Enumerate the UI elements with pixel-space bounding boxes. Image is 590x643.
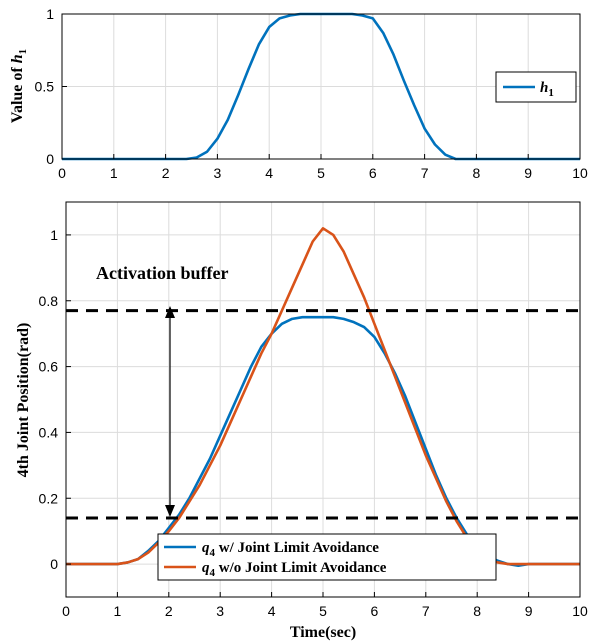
c1-ytick-label: 0.4 (39, 424, 59, 440)
c1-xtick-label: 1 (114, 603, 122, 619)
buffer-arrow (165, 306, 175, 517)
c0-xtick-label: 10 (572, 165, 588, 181)
c1-xtick-label: 2 (165, 603, 173, 619)
activation-buffer-lines (66, 309, 580, 520)
c0-ytick-label: 0 (46, 151, 54, 167)
top-ticks: 0 1 2 3 4 5 6 7 8 9 10 0 0.5 1 (35, 6, 588, 181)
c0-xtick-label: 5 (317, 165, 325, 181)
c1-ytick-label: 0.8 (39, 293, 59, 309)
c0-xtick-label: 9 (524, 165, 532, 181)
c1-xtick-label: 7 (422, 603, 430, 619)
c0-xtick-label: 3 (214, 165, 222, 181)
joint-position-chart: 0 1 2 3 4 5 6 7 8 9 10 0 0.2 0.4 0.6 0.8 1 Activation bu… (15, 201, 588, 641)
c1-xtick-label: 4 (268, 603, 276, 619)
c0-xtick-label: 2 (162, 165, 170, 181)
top-legend-label: h1 (540, 80, 554, 99)
c0-ytick-label: 0.5 (35, 79, 55, 95)
bottom-legend-label-2: q4 w/o Joint Limit Avoidance (202, 560, 387, 579)
bottom-legend: q4 w/ Joint Limit Avoidance q4 w/o Joint… (157, 533, 497, 581)
bottom-x-axis-label: Time(sec) (290, 624, 356, 641)
c1-xtick-label: 5 (319, 603, 327, 619)
bottom-legend-label-1: q4 w/ Joint Limit Avoidance (202, 540, 379, 559)
c1-xtick-label: 8 (473, 603, 481, 619)
top-legend: h1 (495, 71, 577, 103)
c0-xtick-label: 7 (421, 165, 429, 181)
c1-ytick-label: 0.6 (39, 359, 59, 375)
c1-xtick-label: 3 (216, 603, 224, 619)
bottom-ticks: 0 1 2 3 4 5 6 7 8 9 10 0 0.2 0.4 0.6 0.8 1 (39, 227, 588, 619)
c0-xtick-label: 0 (58, 165, 66, 181)
c1-ytick-label: 0.2 (39, 490, 59, 506)
c0-ytick-label: 1 (46, 6, 54, 22)
c1-xtick-label: 6 (371, 603, 379, 619)
c1-ytick-label: 1 (50, 227, 58, 243)
bottom-legend-box (157, 533, 497, 581)
bottom-y-axis-label: 4th Joint Position(rad) (15, 323, 32, 478)
c0-xtick-label: 1 (110, 165, 118, 181)
h1-chart: 0 1 2 3 4 5 6 7 8 9 10 0 0.5 1 Value of h1 h1 (9, 6, 588, 181)
c0-xtick-label: 4 (265, 165, 273, 181)
top-y-axis-label: Value of h1 (9, 49, 29, 123)
activation-buffer-label: Activation buffer (96, 263, 228, 283)
c1-xtick-label: 9 (525, 603, 533, 619)
c0-xtick-label: 8 (473, 165, 481, 181)
c1-ytick-label: 0 (50, 556, 58, 572)
c1-xtick-label: 10 (572, 603, 588, 619)
c1-xtick-label: 0 (62, 603, 70, 619)
c0-xtick-label: 6 (369, 165, 377, 181)
